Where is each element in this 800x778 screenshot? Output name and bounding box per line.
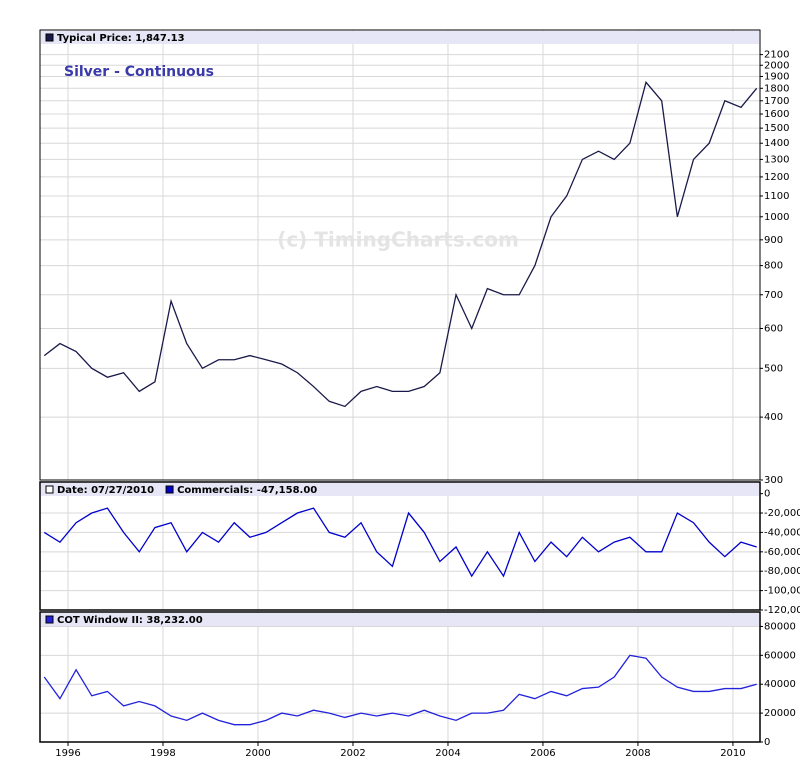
x-tick-label: 2002 [340, 748, 365, 759]
y-tick-label: 600 [764, 323, 783, 334]
x-tick-label: 1998 [150, 748, 175, 759]
y-tick-label: -40,000 [764, 527, 800, 538]
panel-frame [39, 29, 761, 481]
y-tick-label: 2000 [764, 60, 789, 71]
data-line [43, 654, 757, 726]
y-tick-label: 1200 [764, 172, 789, 183]
legend-swatch [45, 615, 54, 624]
legend-swatch [45, 485, 54, 494]
y-tick-label: 700 [764, 290, 783, 301]
watermark: (c) TimingCharts.com [277, 228, 519, 252]
y-tick-label: 1800 [764, 83, 789, 94]
y-tick-label: 1000 [764, 212, 789, 223]
x-tick-label: 2000 [245, 748, 270, 759]
y-tick-label: -80,000 [764, 566, 800, 577]
legend-label: COT Window II: 38,232.00 [57, 615, 203, 626]
y-tick-label: 40000 [764, 679, 796, 690]
y-tick-label: 1300 [764, 154, 789, 165]
y-tick-label: 1500 [764, 123, 789, 134]
y-tick-label: 0 [764, 489, 770, 500]
legend-swatch [165, 485, 174, 494]
legend-label: Commercials: -47,158.00 [177, 485, 317, 496]
y-tick-label: -100,000 [764, 586, 800, 597]
y-tick-label: -20,000 [764, 508, 800, 519]
y-tick-label: 900 [764, 235, 783, 246]
y-tick-label: 1700 [764, 96, 789, 107]
data-line [43, 80, 758, 408]
y-tick-label: 800 [764, 261, 783, 272]
legend-swatch [45, 33, 54, 42]
y-tick-label: 1100 [764, 191, 789, 202]
y-tick-label: 1600 [764, 109, 789, 120]
y-tick-label: 1900 [764, 71, 789, 82]
x-tick-label: 2004 [435, 748, 460, 759]
panel-frame [39, 481, 761, 611]
y-tick-label: 1400 [764, 138, 789, 149]
chart-title: Silver - Continuous [64, 64, 214, 80]
x-tick-label: 2008 [625, 748, 650, 759]
date-label: Date: 07/27/2010 [57, 485, 154, 496]
y-tick-label: 20000 [764, 708, 796, 719]
panel-frame [39, 611, 761, 743]
y-tick-label: 80000 [764, 621, 796, 632]
panel-header [41, 31, 759, 44]
y-tick-label: 60000 [764, 650, 796, 661]
y-tick-label: 500 [764, 363, 783, 374]
y-tick-label: 400 [764, 412, 783, 423]
y-tick-label: 2100 [764, 50, 789, 61]
y-tick-label: 0 [764, 737, 770, 748]
y-tick-label: -60,000 [764, 547, 800, 558]
y-tick-label: 300 [764, 475, 783, 486]
x-tick-label: 2006 [530, 748, 555, 759]
y-tick-label: -120,000 [764, 605, 800, 616]
x-tick-label: 2010 [720, 748, 745, 759]
data-line [43, 507, 757, 578]
legend-label: Typical Price: 1,847.13 [57, 33, 185, 44]
panel-header [41, 483, 759, 496]
x-tick-label: 1996 [55, 748, 80, 759]
panel-header [41, 613, 759, 626]
